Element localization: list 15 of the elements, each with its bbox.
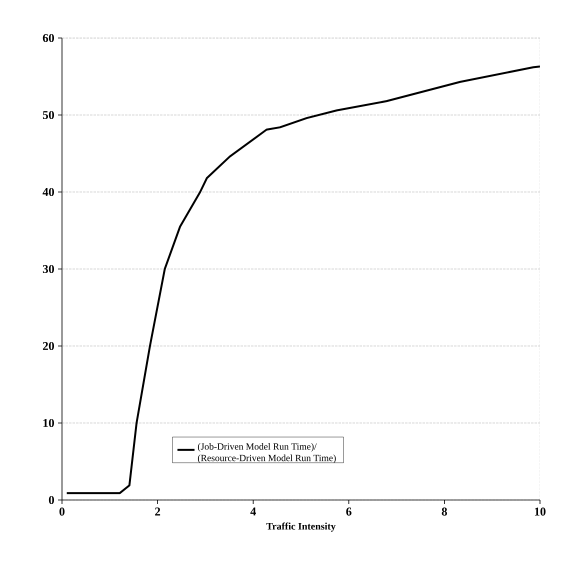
y-tick-label: 60 bbox=[42, 34, 54, 42]
x-tick-label: 4 bbox=[250, 508, 256, 516]
y-tick-label: 0 bbox=[48, 496, 54, 504]
x-tick-label: 6 bbox=[346, 508, 352, 516]
y-tick-label: 10 bbox=[43, 418, 54, 428]
x-axis-title: Traffic Intensity bbox=[266, 522, 336, 532]
y-tick-label: 50 bbox=[42, 110, 54, 120]
y-tick-label: 40 bbox=[42, 188, 54, 196]
legend-label: (Job-Driven Model Run Time)/ (Resource-Driven Model Run Time) bbox=[198, 443, 336, 464]
x-tick-label: 2 bbox=[155, 508, 160, 516]
x-tick-label: 8 bbox=[442, 508, 447, 516]
y-tick-label: 20 bbox=[42, 342, 54, 350]
x-tick-label: 0 bbox=[59, 508, 65, 516]
y-tick-label: 30 bbox=[42, 264, 54, 274]
x-tick-label: 10 bbox=[534, 508, 546, 516]
